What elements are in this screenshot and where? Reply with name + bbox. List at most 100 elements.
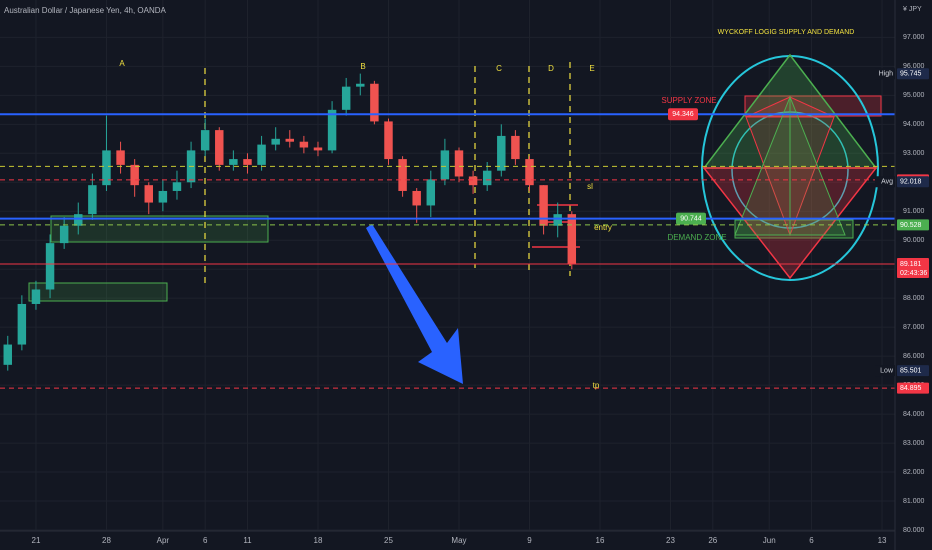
- countdown: 02:43:36: [900, 270, 927, 277]
- candle-body: [553, 214, 562, 226]
- candle-body: [440, 150, 450, 180]
- candle-body: [426, 179, 436, 206]
- candle-body: [172, 182, 182, 191]
- candle-body: [370, 83, 379, 122]
- candle-body: [482, 170, 492, 186]
- annotation: E: [589, 64, 594, 73]
- candle-body: [454, 150, 464, 177]
- candle-body: [384, 121, 393, 160]
- demand-box: [28, 282, 168, 302]
- y-tick-label: 91.000: [903, 208, 925, 215]
- y-tick-label: 95.000: [903, 92, 925, 99]
- candle-body: [271, 138, 280, 145]
- grid: [0, 0, 895, 531]
- y-tick-label: 84.000: [903, 411, 925, 418]
- candle-body: [102, 150, 111, 186]
- candle-body: [497, 135, 506, 171]
- candle-body: [74, 214, 83, 226]
- price-tag-bg: [875, 176, 895, 188]
- candle-body: [144, 185, 153, 203]
- candle-body: [398, 159, 407, 191]
- candle-body: [341, 86, 351, 110]
- price-badge: [897, 176, 929, 188]
- chart-title: Australian Dollar / Japanese Yen, 4h, OA…: [4, 6, 167, 15]
- annotation: A: [119, 59, 125, 68]
- candle-body: [3, 344, 12, 365]
- price-badge: [897, 219, 929, 231]
- price-badge: [897, 257, 929, 278]
- candle-body: [243, 159, 252, 165]
- price-tag: High: [879, 71, 894, 78]
- candle-body: [31, 289, 41, 304]
- level-badge: [676, 212, 706, 225]
- level-label: 90.744: [680, 216, 702, 223]
- candle-body: [257, 144, 266, 165]
- candle-body: [59, 225, 69, 244]
- candle-body: [158, 190, 168, 203]
- x-tick-label: 13: [878, 536, 887, 545]
- candle-body: [313, 147, 323, 151]
- x-tick-label: 16: [596, 536, 605, 545]
- candle-body: [299, 141, 309, 148]
- drawings: [28, 53, 882, 384]
- levels: 94.346 90.744: [0, 108, 895, 389]
- level-label: 94.346: [672, 111, 694, 118]
- x-tick-label: May: [451, 536, 466, 545]
- y-tick-label: 93.000: [903, 150, 925, 157]
- price-badge: [897, 382, 929, 394]
- candle-body: [130, 164, 139, 186]
- candle-body: [525, 159, 534, 186]
- price-badge-label: 90.528: [900, 222, 922, 229]
- price-badge: [897, 68, 929, 80]
- candle-body: [200, 130, 210, 151]
- annotation: DEMAND ZONE: [667, 233, 726, 242]
- x-tick-label: 9: [527, 536, 532, 545]
- x-tick-label: 11: [243, 536, 252, 545]
- y-tick-label: 97.000: [903, 34, 925, 41]
- y-tick-label: 80.000: [903, 527, 925, 534]
- annotation: C: [496, 64, 502, 73]
- candle-body: [539, 185, 548, 226]
- candle-body: [468, 176, 478, 186]
- x-tick-label: 6: [203, 536, 208, 545]
- y-tick-label: 82.000: [903, 469, 925, 476]
- candle-body: [327, 109, 337, 151]
- x-tick-label: 6: [809, 536, 814, 545]
- candle-body: [229, 159, 238, 165]
- candle-body: [285, 138, 295, 142]
- x-tick-label: 23: [666, 536, 675, 545]
- candles: [3, 73, 577, 371]
- price-badge-label: 92.018: [900, 179, 922, 186]
- y-tick-label: 90.000: [903, 237, 925, 244]
- price-badge-label: 95.745: [900, 71, 922, 78]
- level-badge: [668, 108, 698, 121]
- x-tick-label: Apr: [157, 536, 170, 545]
- x-tick-label: 21: [32, 536, 41, 545]
- price-badge: [897, 365, 929, 377]
- candle-body: [412, 190, 421, 206]
- x-tick-label: 28: [102, 536, 111, 545]
- price-tag-bg: [875, 365, 895, 377]
- candle-body: [116, 150, 125, 165]
- price-badge-label: 85.501: [900, 367, 922, 374]
- candle-body: [356, 83, 365, 87]
- labels: 80.00081.00082.00083.00084.00085.00086.0…: [32, 29, 929, 545]
- annotation: B: [360, 62, 365, 71]
- annotation: tp: [593, 381, 600, 390]
- annotation: sl: [587, 182, 593, 191]
- annotation: SUPPLY ZONE: [661, 96, 716, 105]
- x-tick-label: 26: [708, 536, 717, 545]
- x-tick-label: Jun: [763, 536, 776, 545]
- candle-body: [567, 214, 577, 264]
- y-tick-label: 87.000: [903, 324, 925, 331]
- y-tick-label: 88.000: [903, 295, 925, 302]
- y-tick-label: 83.000: [903, 440, 925, 447]
- candle-body: [215, 130, 224, 165]
- wyckoff-diagram: [701, 53, 882, 281]
- y-tick-label: 94.000: [903, 121, 925, 128]
- candle-body: [45, 243, 55, 290]
- x-tick-label: 18: [314, 536, 323, 545]
- price-tag-bg: [875, 68, 895, 80]
- price-badge-label: 84.895: [900, 385, 922, 392]
